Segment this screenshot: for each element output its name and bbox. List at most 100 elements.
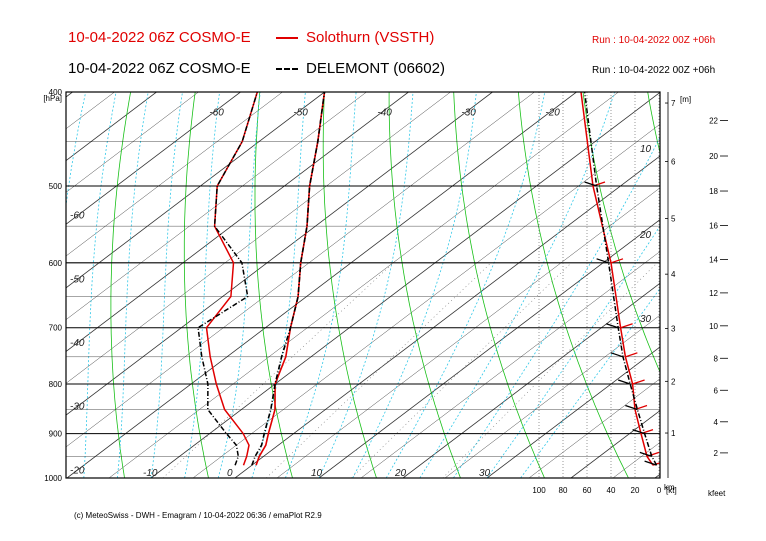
mixing-ratio-label: 10 [640,144,652,155]
delemont-wind-arrow [625,404,638,411]
mixing-ratio-line [351,262,572,478]
wind-tick-label: 80 [559,486,568,495]
mixing-ratio-label: 30 [640,314,652,325]
plot-frame [65,91,661,479]
isotherm-left-label: -50 [70,274,85,285]
solothurn-temperature-line [255,92,326,466]
isotherm-line [654,473,660,478]
wind-tick-label: 100 [532,486,546,495]
run-info-delemont: Run : 10-04-2022 00Z +06h [592,65,716,76]
moist-adiabat-line [285,92,357,478]
moist-adiabat-line [150,92,183,478]
km-tick-label: 3 [671,324,676,333]
isotherm-left-label: -20 [70,465,85,476]
pressure-tick-label: 700 [49,324,63,333]
pressure-tick-label: 400 [49,88,63,97]
km-tick-label: 6 [671,158,676,167]
delemont-temperature-line [251,92,326,466]
delemont-wind-arrow [632,428,645,435]
solothurn-wind-arrow [625,352,638,358]
kfeet-tick-label: 22 [709,116,718,125]
isotherm-top-label: -30 [461,108,476,119]
isotherm-line [444,314,660,478]
run-info-solothurn: Run : 10-04-2022 00Z +06h [592,35,716,46]
pressure-tick-label: 800 [49,380,63,389]
dry-adiabat-line [453,92,545,478]
dry-adiabat-line [0,92,1,478]
legend-solid-line-icon [276,37,298,40]
moist-adiabat-line [184,92,220,478]
wind-tick-label: 40 [607,486,616,495]
isotherm-line [66,92,115,130]
isotherm-line [66,92,409,352]
pressure-axis-label: [hPa] [43,94,62,103]
pressure-tick-label: 500 [49,182,63,191]
title-solothurn: 10-04-2022 06Z COSMO-E [68,29,251,46]
delemont-dewpoint-line [197,92,259,466]
isotherm-line [66,92,493,416]
pressure-tick-label: 600 [49,259,63,268]
legend-solothurn: Solothurn (VSSTH) [276,29,434,46]
delemont-wind-arrow [596,258,609,264]
kfeet-tick-label: 16 [709,222,718,231]
kfeet-tick-label: 4 [714,418,719,427]
delemont-wind-arrow [644,460,657,466]
isotherm-line [360,251,660,478]
pressure-tick-label: 1000 [44,474,62,483]
mixing-ratio-line [266,262,492,478]
isotherm-bottom-label: 10 [311,468,323,479]
isotherm-line [66,92,535,448]
isotherm-line [570,410,660,478]
dry-adiabat-line [647,92,660,155]
isotherm-bottom-label: 20 [394,468,407,479]
wind-axis-unit: [kt] [666,486,677,495]
dry-adiabat-line [66,92,67,94]
legend-delemont-label: DELEMONT (06602) [306,60,445,77]
title-delemont: 10-04-2022 06Z COSMO-E [68,60,251,77]
isotherm-line [402,282,660,478]
delemont-wind-arrow [605,323,619,329]
isotherm-bottom-label: 30 [479,468,491,479]
isotherm-line [612,442,660,478]
legend-solothurn-label: Solothurn (VSSTH) [306,29,435,46]
isotherm-line [66,92,241,225]
kfeet-tick-label: 18 [709,187,718,196]
dry-adiabat-line [322,92,377,478]
isotherm-line [0,92,31,478]
isotherm-line [66,92,157,162]
kfeet-tick-label: 8 [714,354,719,363]
isotherm-bottom-label: -10 [143,468,158,479]
wind-tick-label: 60 [583,486,592,495]
dry-adiabat-line [712,92,766,478]
isotherm-line [66,92,451,384]
mixing-ratio-line [442,262,658,478]
km-tick-label: 5 [671,215,676,224]
isotherm-line [66,92,325,289]
mixing-ratio-label: 20 [639,230,652,241]
moist-adiabat-line [419,92,615,478]
km-axis-label: [m] [680,95,691,104]
isotherm-left-label: -30 [70,402,85,413]
isotherm-line [108,92,619,478]
isotherm-top-label: -20 [545,108,560,119]
dry-adiabat-line [183,92,209,478]
kfeet-bottom-label: kfeet [708,489,726,498]
km-tick-label: 1 [671,429,676,438]
moist-adiabat-line [0,92,28,478]
moist-adiabat-line [17,92,57,478]
delemont-wind-arrow [639,451,653,458]
isotherm-line [66,92,367,320]
isotherm-line [528,378,660,478]
isotherm-line [66,92,577,478]
km-bottom-label: km [664,483,675,492]
isotherm-line [697,92,766,478]
kfeet-tick-label: 10 [709,322,718,331]
isotherm-line [739,92,766,478]
solothurn-wind-arrow [610,258,624,264]
kfeet-tick-label: 14 [709,255,718,264]
dry-adiabat-line [254,92,293,478]
pressure-tick-label: 900 [49,430,63,439]
legend-dashdot-line-icon [276,68,298,71]
isotherm-top-label: -60 [209,108,224,119]
